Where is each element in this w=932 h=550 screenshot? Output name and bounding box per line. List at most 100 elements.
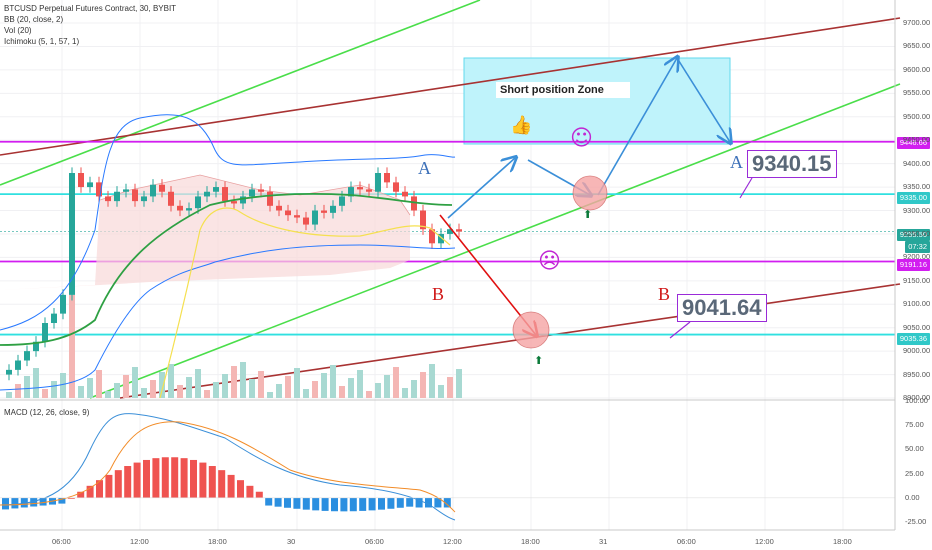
scenario-a-arrow: [676, 57, 730, 142]
cloud-edge: [99, 174, 411, 216]
macd-histogram-bar: [302, 497, 310, 510]
candle-body: [429, 229, 435, 244]
candle-body: [60, 294, 66, 314]
price-label-9335: 9335.00: [896, 192, 930, 204]
candle-body: [42, 323, 48, 342]
volume-bar: [159, 372, 165, 398]
ichimoku-legend[interactable]: Ichimoku (5, 1, 57, 1): [4, 37, 80, 46]
candle-body: [168, 191, 174, 206]
volume-bar: [105, 391, 111, 398]
price-axis-tick: 9300.00: [903, 205, 931, 215]
volume-bar: [285, 376, 291, 398]
price-axis-tick: 9450.00: [903, 135, 931, 145]
callout-b: [669, 321, 691, 339]
candle-body: [204, 191, 210, 197]
volume-bar: [303, 389, 309, 398]
candle-body: [294, 215, 300, 218]
macd-histogram-bar: [96, 480, 103, 498]
candle-body: [51, 313, 57, 323]
time-axis-tick: 18:00: [521, 537, 540, 546]
macd-histogram-bar: [312, 497, 320, 511]
time-axis-tick: 12:00: [755, 537, 774, 546]
macd-histogram-bar: [199, 462, 207, 498]
macd-histogram-bar: [2, 497, 9, 510]
candle-body: [393, 182, 399, 192]
target-a-price: 9340.15: [747, 150, 837, 178]
volume-bar: [393, 367, 399, 398]
vol-legend[interactable]: Vol (20): [4, 26, 32, 35]
volume-bar: [114, 383, 120, 398]
volume-bar: [420, 372, 426, 398]
signal-line: [0, 421, 456, 513]
macd-legend[interactable]: MACD (12, 26, close, 9): [4, 408, 90, 417]
countdown-label: 07:32: [905, 241, 930, 253]
candle-body: [312, 210, 318, 225]
volume-bar: [384, 375, 390, 398]
volume-bar: [195, 369, 201, 398]
volume-bar: [267, 392, 273, 398]
time-axis-tick: 18:00: [208, 537, 227, 546]
thumbs-up-icon: 👍: [510, 115, 533, 136]
volume-bar: [96, 370, 102, 398]
volume-bar: [429, 364, 435, 398]
time-axis-tick: 12:00: [130, 537, 149, 546]
candle-body: [411, 196, 417, 211]
macd-histogram-bar: [255, 491, 263, 498]
bollinger-bands: [0, 114, 456, 399]
symbol-legend[interactable]: BTCUSD Perpetual Futures Contract, 30, B…: [4, 4, 177, 13]
candle-body: [375, 173, 381, 192]
volume-bar: [294, 368, 300, 398]
candle-body: [267, 191, 273, 206]
price-axis-tick: 9050.00: [903, 322, 931, 332]
price-axis-tick: 9700.00: [903, 18, 931, 27]
price-axis-tick: 9000.00: [903, 346, 931, 356]
volume-bar: [213, 382, 219, 398]
volume-bar: [375, 383, 381, 398]
macd-histogram-bar: [67, 497, 75, 499]
macd-histogram-bar: [415, 497, 423, 508]
volume-bar: [258, 371, 264, 398]
price-label-9035: 9035.36: [896, 333, 930, 345]
volume-bar: [339, 386, 345, 398]
volume-bar: [276, 384, 282, 398]
brown-channel-upper: [0, 17, 901, 156]
volume-bar: [132, 367, 138, 398]
ichimoku-lagging: [159, 207, 451, 399]
time-axis-tick: 12:00: [443, 537, 462, 546]
volume-bar: [150, 380, 156, 398]
time-axis-tick: 06:00: [365, 537, 384, 546]
up-arrow-icon-1: ⬆: [583, 208, 593, 221]
short-position-zone: [463, 57, 731, 145]
up-arrow-icon-2: ⬆: [534, 354, 544, 367]
macd-histogram-bar: [321, 497, 329, 511]
candle-body: [339, 196, 345, 206]
candle-body: [303, 217, 309, 225]
volume-bar: [348, 378, 354, 398]
volume-bar: [249, 379, 255, 398]
macd-histogram-bar: [368, 497, 376, 511]
price-axis-tick: 9650.00: [903, 41, 931, 51]
price-label-9446: 9446.66: [896, 137, 930, 149]
price-axis-tick: 9400.00: [903, 158, 931, 168]
macd-histogram-bar: [152, 458, 160, 498]
macd-histogram-bar: [443, 497, 451, 508]
candle-body: [438, 233, 444, 244]
volume-bar: [330, 365, 336, 398]
target-circle-b: [512, 311, 550, 349]
volume-bar: [60, 373, 66, 398]
volume-bar: [438, 385, 444, 398]
macd-histogram-bar: [274, 497, 282, 507]
target-b-price: 9041.64: [677, 294, 767, 322]
candle-body: [222, 187, 228, 202]
macd-histogram-bar: [406, 497, 414, 507]
candle-body: [87, 182, 93, 188]
price-axis-tick: 9600.00: [903, 64, 931, 74]
bb-legend[interactable]: BB (20, close, 2): [4, 15, 64, 24]
candle-body: [78, 173, 84, 188]
zone-rect: [463, 57, 731, 145]
candle-body: [33, 341, 39, 352]
macd-histogram-bar: [208, 466, 216, 498]
candle-body: [258, 189, 264, 192]
macd-histogram-bar: [77, 491, 85, 498]
